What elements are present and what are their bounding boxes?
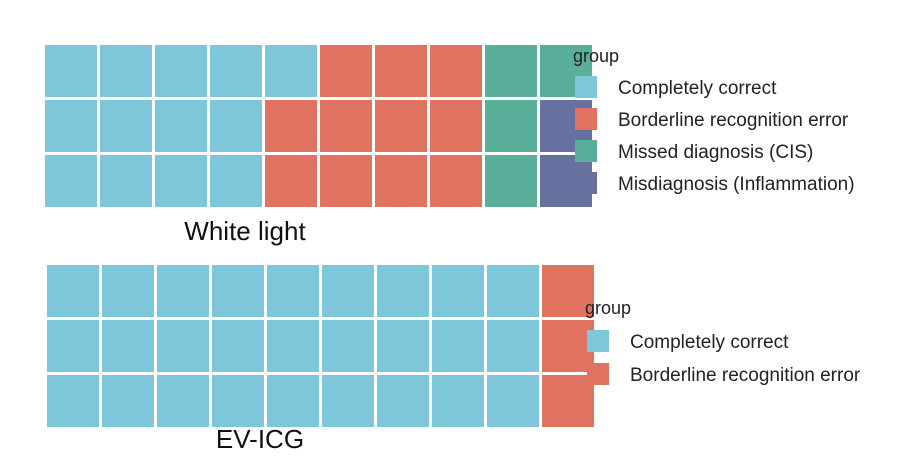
waffle-cell-completely-correct: [322, 375, 374, 427]
waffle-cell-completely-correct: [100, 100, 152, 152]
waffle-cell-completely-correct: [322, 320, 374, 372]
legend-label-borderline-recognition-error: Borderline recognition error: [630, 365, 861, 386]
panel-title: EV-ICG: [216, 424, 304, 454]
legend-swatch-completely-correct: [587, 330, 609, 352]
waffle-cell-completely-correct: [487, 320, 539, 372]
waffle-cell-completely-correct: [212, 375, 264, 427]
waffle-cell-borderline-recognition-error: [265, 155, 317, 207]
waffle-cell-completely-correct: [155, 155, 207, 207]
waffle-cell-completely-correct: [212, 320, 264, 372]
legend-swatch-borderline-recognition-error: [587, 363, 609, 385]
waffle-cell-completely-correct: [210, 45, 262, 97]
waffle-cell-completely-correct: [47, 320, 99, 372]
panel-title: White light: [184, 216, 306, 246]
waffle-cell-completely-correct: [210, 155, 262, 207]
waffle-cell-completely-correct: [100, 45, 152, 97]
waffle-cell-missed-diagnosis-cis: [485, 100, 537, 152]
waffle-cell-borderline-recognition-error: [320, 155, 372, 207]
waffle-cell-completely-correct: [157, 320, 209, 372]
waffle-cell-completely-correct: [45, 155, 97, 207]
legend-label-completely-correct: Completely correct: [618, 78, 777, 99]
legend-label-borderline-recognition-error: Borderline recognition error: [618, 110, 849, 131]
waffle-cell-missed-diagnosis-cis: [485, 155, 537, 207]
waffle-cell-completely-correct: [432, 320, 484, 372]
waffle-cell-borderline-recognition-error: [375, 155, 427, 207]
legend-title: group: [585, 298, 631, 318]
waffle-panel-ev-icg: EV-ICG group Completely correct Borderline …: [47, 265, 861, 454]
waffle-cell-completely-correct: [377, 320, 429, 372]
waffle-cell-borderline-recognition-error: [542, 375, 594, 427]
waffle-cell-borderline-recognition-error: [320, 100, 372, 152]
waffle-cell-completely-correct: [100, 155, 152, 207]
waffle-cell-missed-diagnosis-cis: [485, 45, 537, 97]
waffle-cell-completely-correct: [432, 265, 484, 317]
waffle-cell-completely-correct: [432, 375, 484, 427]
waffle-cell-completely-correct: [47, 265, 99, 317]
waffle-cell-borderline-recognition-error: [430, 100, 482, 152]
waffle-cell-completely-correct: [487, 375, 539, 427]
waffle-cell-completely-correct: [267, 265, 319, 317]
waffle-cell-completely-correct: [377, 375, 429, 427]
waffle-cell-borderline-recognition-error: [375, 100, 427, 152]
legend-swatch-missed-diagnosis-cis: [575, 140, 597, 162]
legend-swatch-misdiagnosis-inflammation: [575, 172, 597, 194]
waffle-cell-completely-correct: [157, 265, 209, 317]
waffle-cell-completely-correct: [267, 320, 319, 372]
waffle-cell-completely-correct: [267, 375, 319, 427]
waffle-cell-completely-correct: [45, 45, 97, 97]
waffle-cell-completely-correct: [377, 265, 429, 317]
legend: group Completely correct Borderline recogn…: [585, 298, 861, 386]
legend-label-completely-correct: Completely correct: [630, 332, 789, 353]
legend-swatch-borderline-recognition-error: [575, 108, 597, 130]
waffle-cell-borderline-recognition-error: [265, 100, 317, 152]
waffle-cell-borderline-recognition-error: [430, 155, 482, 207]
waffle-cell-completely-correct: [102, 265, 154, 317]
legend-label-misdiagnosis-inflammation: Misdiagnosis (Inflammation): [618, 174, 855, 195]
waffle-cell-borderline-recognition-error: [375, 45, 427, 97]
waffle-cell-borderline-recognition-error: [542, 265, 594, 317]
waffle-cell-completely-correct: [155, 100, 207, 152]
legend-title: group: [573, 46, 619, 66]
waffle-cell-completely-correct: [157, 375, 209, 427]
waffle-panel-white-light: White light group Completely correct Border…: [45, 45, 855, 246]
waffle-cell-completely-correct: [102, 320, 154, 372]
legend: group Completely correct Borderline recogn…: [573, 46, 855, 195]
waffle-cell-completely-correct: [322, 265, 374, 317]
waffle-cell-completely-correct: [210, 100, 262, 152]
waffle-cell-borderline-recognition-error: [542, 320, 594, 372]
legend-label-missed-diagnosis-cis: Missed diagnosis (CIS): [618, 142, 813, 163]
waffle-cell-completely-correct: [487, 265, 539, 317]
waffle-cell-completely-correct: [265, 45, 317, 97]
waffle-cell-completely-correct: [47, 375, 99, 427]
waffle-cell-completely-correct: [45, 100, 97, 152]
waffle-cell-completely-correct: [212, 265, 264, 317]
waffle-cell-borderline-recognition-error: [430, 45, 482, 97]
waffle-cell-completely-correct: [155, 45, 207, 97]
waffle-cell-borderline-recognition-error: [320, 45, 372, 97]
legend-swatch-completely-correct: [575, 76, 597, 98]
waffle-cell-completely-correct: [102, 375, 154, 427]
